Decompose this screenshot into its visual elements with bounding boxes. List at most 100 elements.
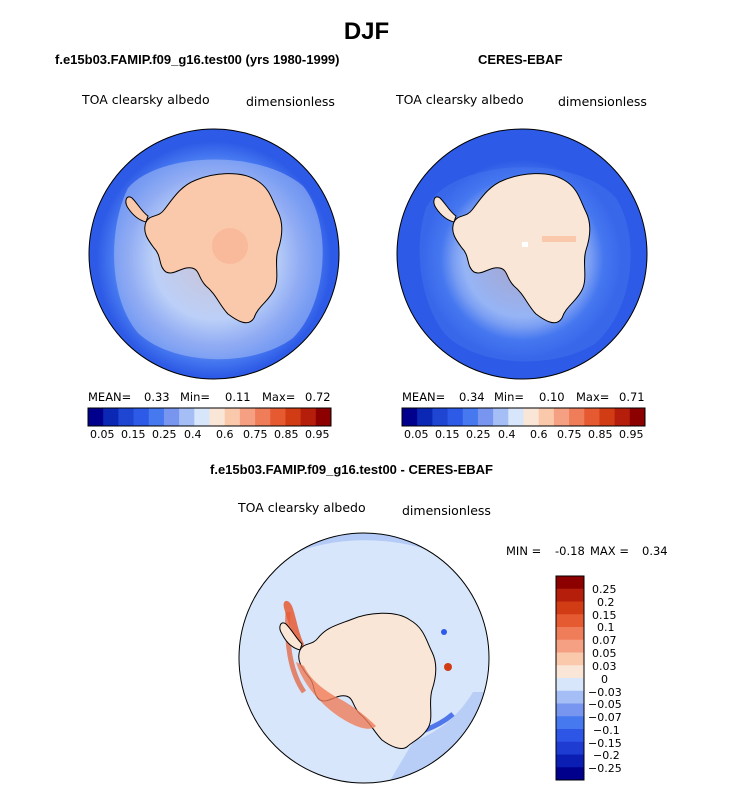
colorbar-swatch (556, 729, 584, 743)
colorbar-swatch (556, 703, 584, 717)
panel-2-min-value: 0.10 (539, 390, 565, 404)
panel-3-min-value: -0.18 (555, 544, 585, 558)
panel-2-title: CERES-EBAF (478, 52, 563, 67)
colorbar-swatch (556, 716, 584, 730)
panel-3-tick-label: −0.25 (588, 762, 622, 775)
colorbar-swatch (224, 408, 241, 426)
panel-3-tick-label: −0.1 (593, 724, 620, 737)
panel-2-antarctica (452, 173, 591, 324)
colorbar-swatch (255, 408, 271, 426)
panel-3-peninsula (279, 622, 303, 651)
panel-2-colorbar (401, 407, 646, 427)
panel-3-tick-label: 0.03 (592, 660, 617, 673)
panel-1-min-label: Min= (180, 390, 211, 404)
colorbar-swatch (179, 408, 195, 426)
colorbar-swatch (584, 408, 600, 426)
panel-1-antarctica (144, 173, 283, 324)
colorbar-swatch (556, 741, 584, 755)
colorbar-swatch (556, 601, 584, 615)
panel-1-mean-label: MEAN= (88, 390, 132, 404)
colorbar-frame (401, 407, 646, 427)
panel-3-antarctica (298, 612, 437, 749)
panel-1-variable: TOA clearsky albedo (82, 92, 210, 107)
panel-2-tick-label: 0.4 (498, 428, 516, 441)
panel-2-mean-value: 0.34 (459, 390, 485, 404)
panel-3-min-label: MIN = (506, 544, 542, 558)
panel-2-tick-label: 0.75 (557, 428, 582, 441)
panel-2-min-label: Min= (494, 390, 525, 404)
panel-1-polar-map (88, 128, 340, 380)
panel-2-polar-map (396, 128, 648, 380)
colorbar-swatch (462, 408, 479, 426)
panel-1-tick-label: 0.15 (121, 428, 146, 441)
panel-3-tick-label: 0.1 (597, 621, 615, 634)
panel-3-tick-label: −0.2 (593, 749, 620, 762)
panel-2-units: dimensionless (558, 94, 647, 109)
colorbar-swatch (523, 408, 540, 426)
colorbar-swatch (556, 767, 584, 781)
colorbar-swatch (538, 408, 555, 426)
colorbar-swatch (477, 408, 494, 426)
panel-1-tick-label: 0.25 (152, 428, 177, 441)
panel-1-tick-label: 0.75 (243, 428, 268, 441)
colorbar-swatch (614, 408, 631, 426)
colorbar-swatch (417, 408, 433, 426)
panel-1-max-label: Max= (262, 390, 296, 404)
panel-1-tick-label: 0.6 (216, 428, 234, 441)
colorbar-swatch (402, 408, 418, 426)
colorbar-swatch (569, 408, 585, 426)
colorbar-swatch (315, 408, 332, 426)
colorbar-swatch (493, 408, 509, 426)
panel-1-max-value: 0.72 (305, 390, 331, 404)
panel-2-variable: TOA clearsky albedo (396, 92, 524, 107)
panel-2-tick-label: 0.25 (466, 428, 491, 441)
panel-1-title: f.e15b03.FAMIP.f09_g16.test00 (yrs 1980-… (55, 52, 340, 67)
colorbar-swatch (556, 627, 584, 641)
panel-3-variable: TOA clearsky albedo (238, 500, 366, 515)
panel-1-peninsula (125, 196, 149, 223)
panel-1-tick-label: 0.4 (184, 428, 202, 441)
panel-3-units: dimensionless (402, 503, 491, 518)
colorbar-swatch (133, 408, 150, 426)
panel-3-tick-label: 0.15 (592, 609, 617, 622)
panel-2-tick-label: 0.95 (619, 428, 644, 441)
panel-1-tick-label: 0.05 (90, 428, 115, 441)
colorbar-swatch (556, 588, 584, 602)
colorbar-swatch (239, 408, 256, 426)
panel-2-max-value: 0.71 (619, 390, 645, 404)
colorbar-swatch (209, 408, 226, 426)
colorbar-swatch (447, 408, 464, 426)
panel-2-mean-label: MEAN= (402, 390, 446, 404)
colorbar-swatch (194, 408, 210, 426)
colorbar-swatch (88, 408, 104, 426)
colorbar-swatch (118, 408, 134, 426)
panel-2-tick-label: 0.85 (588, 428, 613, 441)
panel-1-tick-label: 0.95 (305, 428, 330, 441)
panel-3-colorbar (555, 575, 585, 781)
panel-3-tick-label: 0.2 (597, 596, 615, 609)
panel-1-units: dimensionless (246, 94, 335, 109)
panel-3-tick-label: −0.03 (588, 686, 622, 699)
colorbar-swatch (556, 576, 584, 590)
colorbar-swatch (556, 639, 584, 653)
colorbar-swatch (599, 408, 616, 426)
panel-3-max-value: 0.34 (642, 544, 668, 558)
colorbar-swatch (556, 690, 584, 704)
figure-season-title: DJF (343, 18, 390, 45)
panel-3-tick-label: 0.07 (592, 634, 617, 647)
panel-3-tick-label: −0.07 (588, 711, 622, 724)
panel-1-min-value: 0.11 (225, 390, 251, 404)
colorbar-swatch (163, 408, 180, 426)
panel-2-tick-label: 0.6 (530, 428, 548, 441)
colorbar-swatch (556, 652, 584, 666)
panel-2-max-label: Max= (576, 390, 610, 404)
panel-1-tick-label: 0.85 (274, 428, 299, 441)
colorbar-swatch (508, 408, 524, 426)
panel-3-tick-label: 0.05 (592, 647, 617, 660)
colorbar-swatch (285, 408, 302, 426)
panel-2-tick-label: 0.15 (435, 428, 460, 441)
panel-2-peninsula (433, 196, 457, 223)
colorbar-swatch (148, 408, 165, 426)
panel-3-tick-label: 0 (601, 673, 608, 686)
colorbar-frame (555, 575, 585, 781)
